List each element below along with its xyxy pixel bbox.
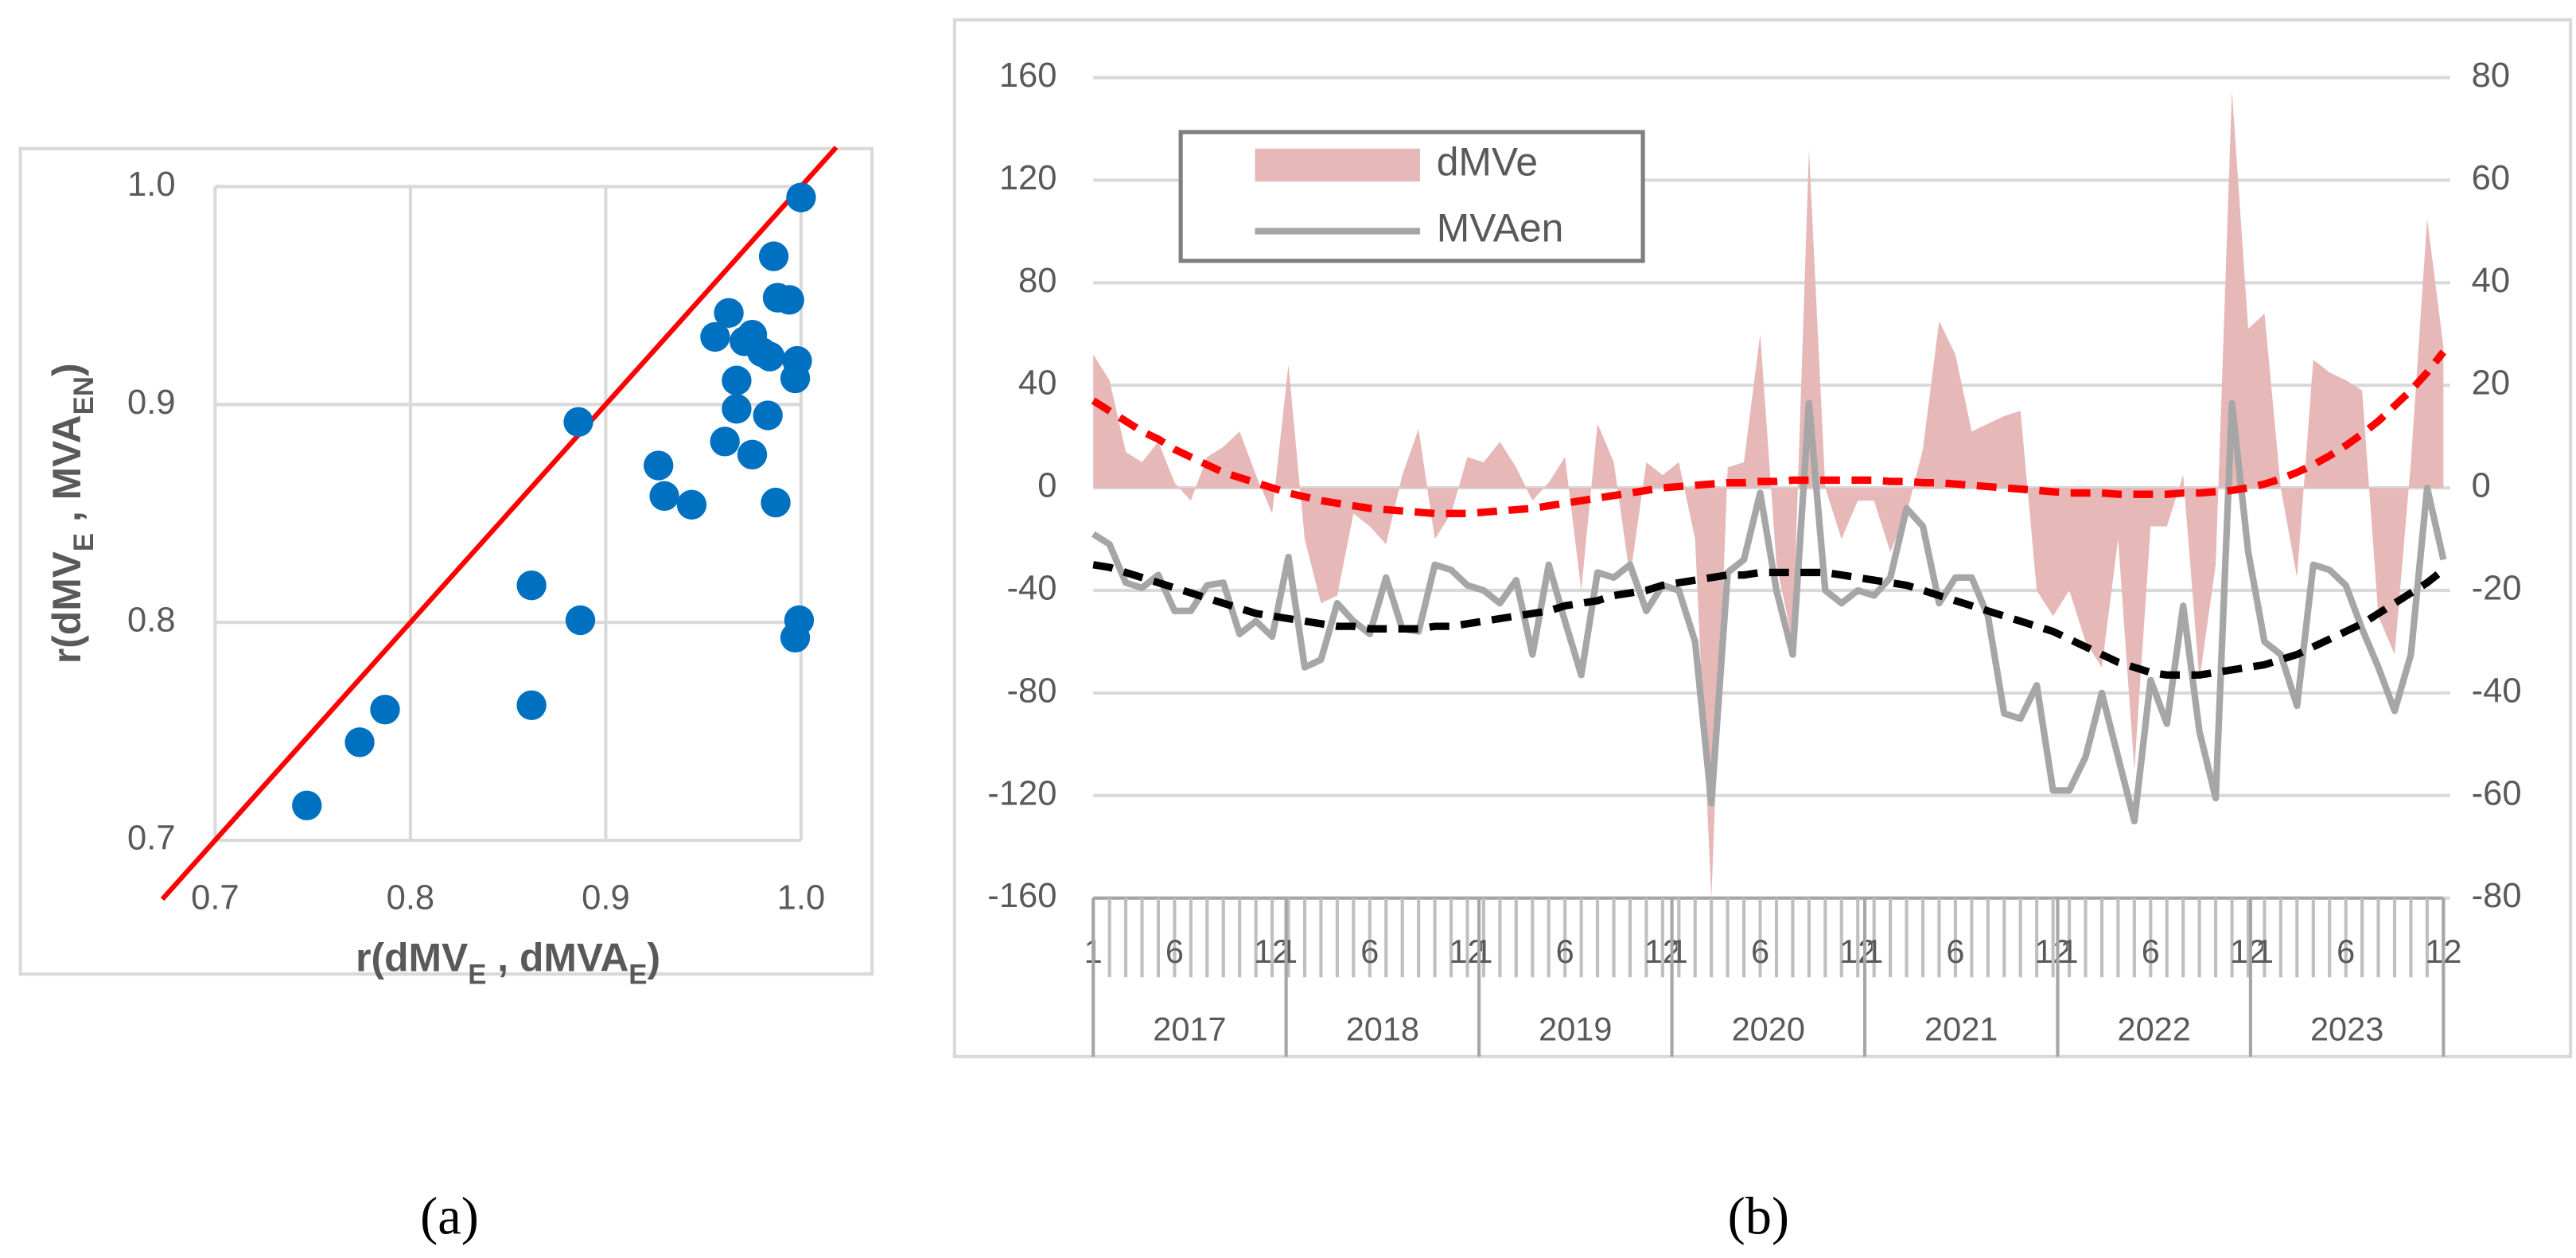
point bbox=[786, 182, 816, 212]
y2-tick-label: -40 bbox=[2472, 672, 2522, 710]
point bbox=[758, 241, 789, 271]
group-label: 2020 bbox=[1732, 1011, 1805, 1048]
y2-tick-label: 60 bbox=[2472, 159, 2510, 197]
legend-label: MVAen bbox=[1437, 206, 1564, 251]
y-tick-label: 40 bbox=[1018, 364, 1056, 403]
y-tick-label: 0.7 bbox=[127, 820, 176, 858]
x-tick-label: 1 bbox=[1865, 933, 1883, 970]
y2-tick-label: 40 bbox=[2472, 262, 2510, 300]
point bbox=[774, 285, 804, 315]
axis-title: r(dMVE , dMVAE) bbox=[356, 936, 660, 991]
point bbox=[644, 450, 674, 481]
point bbox=[722, 394, 752, 424]
x-tick-label: 12 bbox=[2035, 933, 2072, 970]
identity-line bbox=[160, 146, 839, 902]
y-tick-label: 120 bbox=[999, 159, 1057, 197]
point bbox=[563, 407, 593, 437]
point bbox=[753, 400, 783, 430]
y2-tick-label: -60 bbox=[2472, 774, 2522, 812]
axis-title-part: ) bbox=[648, 936, 661, 980]
legend-swatch bbox=[1255, 148, 1420, 182]
point bbox=[516, 690, 547, 720]
y-tick-label: -160 bbox=[987, 877, 1056, 915]
y-tick-label: -40 bbox=[1007, 570, 1057, 608]
point bbox=[710, 426, 740, 457]
y-tick-label: 160 bbox=[999, 56, 1057, 95]
point bbox=[714, 298, 744, 328]
point bbox=[761, 487, 791, 518]
caption: (b) bbox=[1728, 1188, 1789, 1246]
group-label: 2019 bbox=[1539, 1011, 1612, 1048]
x-tick-label: 1 bbox=[2060, 933, 2079, 970]
axis-title: r(dMVE , MVAEN) bbox=[45, 363, 99, 664]
point bbox=[292, 790, 322, 820]
axis-title-part: EN bbox=[68, 376, 99, 415]
x-tick-label: 0.7 bbox=[191, 878, 239, 917]
legend-label: dMVe bbox=[1437, 140, 1538, 185]
x-tick-label: 6 bbox=[1556, 933, 1574, 970]
y2-tick-label: 20 bbox=[2472, 364, 2510, 403]
axis-title-part: E bbox=[68, 533, 99, 551]
y-tick-label: 0 bbox=[1037, 467, 1056, 505]
point bbox=[737, 439, 768, 469]
x-tick-label: 1 bbox=[2255, 933, 2274, 970]
y2-tick-label: 80 bbox=[2472, 56, 2510, 95]
group-label: 2017 bbox=[1153, 1011, 1226, 1048]
x-tick-label: 1 bbox=[1279, 933, 1298, 970]
x-tick-label: 6 bbox=[1751, 933, 1769, 970]
x-tick-label: 12 bbox=[1254, 933, 1290, 970]
point bbox=[722, 365, 752, 395]
point bbox=[516, 570, 547, 601]
x-tick-label: 1 bbox=[1670, 933, 1688, 970]
x-tick-label: 1.0 bbox=[777, 878, 826, 917]
point bbox=[780, 622, 811, 653]
point bbox=[649, 481, 679, 512]
group-label: 2018 bbox=[1346, 1011, 1419, 1048]
group-label: 2022 bbox=[2118, 1011, 2191, 1048]
x-tick-label: 6 bbox=[2142, 933, 2160, 970]
y-tick-label: 80 bbox=[1018, 262, 1056, 300]
y-tick-label: -80 bbox=[1007, 672, 1057, 710]
x-tick-label: 12 bbox=[1644, 933, 1681, 970]
point bbox=[344, 727, 375, 758]
x-tick-label: 6 bbox=[1946, 933, 1964, 970]
y2-tick-label: 0 bbox=[2472, 467, 2491, 505]
y-tick-label: 1.0 bbox=[127, 166, 176, 204]
panel-a-frame bbox=[18, 146, 874, 976]
x-tick-label: 6 bbox=[1360, 933, 1379, 970]
caption: (a) bbox=[420, 1188, 479, 1246]
axis-title-part: r(dMV bbox=[356, 936, 468, 980]
trendline bbox=[1092, 561, 2446, 680]
axis-title-part: E bbox=[468, 959, 486, 990]
y2-tick-label: -20 bbox=[2472, 570, 2522, 608]
x-tick-label: 1 bbox=[1474, 933, 1492, 970]
point bbox=[780, 363, 811, 394]
point bbox=[754, 341, 785, 372]
point bbox=[565, 605, 596, 636]
x-tick-label: 0.8 bbox=[387, 878, 435, 917]
x-tick-label: 12 bbox=[1839, 933, 1876, 970]
x-tick-label: 0.9 bbox=[582, 878, 630, 917]
axis-title-part: r(dMV bbox=[45, 551, 89, 664]
point bbox=[700, 321, 730, 352]
point bbox=[370, 695, 400, 725]
line bbox=[1091, 399, 2447, 825]
y-tick-label: 0.8 bbox=[127, 602, 176, 640]
x-tick-label: 12 bbox=[2230, 933, 2267, 970]
y2-tick-label: -80 bbox=[2472, 877, 2522, 915]
axis-title-part: , dMVA bbox=[486, 936, 628, 980]
axis-title-part: ) bbox=[45, 363, 89, 376]
group-label: 2023 bbox=[2310, 1011, 2383, 1048]
trendline bbox=[1091, 349, 2447, 517]
group-label: 2021 bbox=[1924, 1011, 1998, 1048]
axis-title-part: , MVA bbox=[45, 415, 89, 532]
y-tick-label: -120 bbox=[987, 774, 1056, 812]
y-tick-label: 0.9 bbox=[127, 384, 176, 422]
point bbox=[676, 489, 707, 520]
axis-title-part: E bbox=[628, 959, 647, 990]
x-tick-label: 6 bbox=[2337, 933, 2355, 970]
x-tick-label: 6 bbox=[1165, 933, 1184, 970]
